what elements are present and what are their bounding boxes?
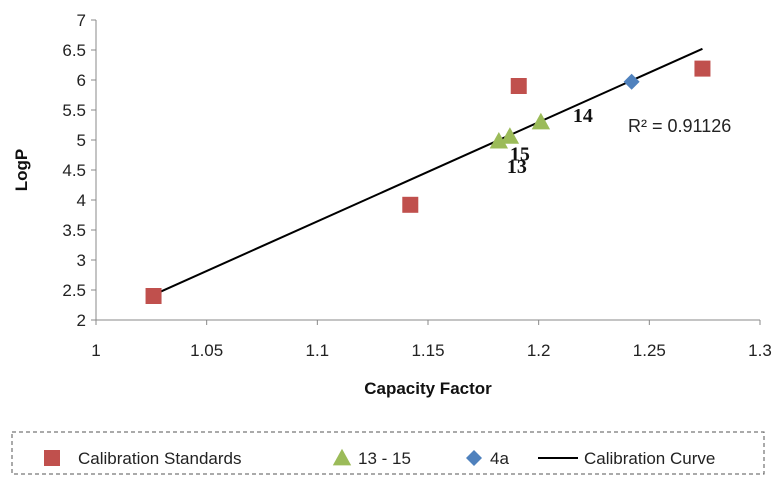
x-tick-label: 1.15 [411, 341, 444, 360]
y-tick-label: 3.5 [62, 221, 86, 240]
legend-label: Calibration Standards [78, 449, 241, 468]
y-tick-label: 2 [77, 311, 86, 330]
x-tick-label: 1.05 [190, 341, 223, 360]
y-axis-title: LogP [12, 149, 31, 192]
point-label-14: 14 [573, 105, 593, 127]
x-tick-label: 1 [91, 341, 100, 360]
y-tick-label: 4 [77, 191, 86, 210]
compound-13-15-point [500, 127, 520, 144]
legend-symbol-diamond [466, 450, 482, 466]
legend-box [11, 431, 765, 475]
axes [91, 19, 761, 325]
calibration-standard-point [510, 78, 527, 94]
y-tick-label: 2.5 [62, 281, 86, 300]
calibration-curve-line [153, 47, 703, 296]
x-tick-label: 1.2 [527, 341, 551, 360]
legend-symbol-triangle [332, 448, 352, 466]
legend: Calibration Standards 13 - 15 4a Calibratio… [44, 448, 715, 468]
legend-label: Calibration Curve [584, 449, 715, 468]
x-tick-label: 1.3 [748, 341, 772, 360]
y-tick-label: 6 [77, 71, 86, 90]
legend-label: 13 - 15 [358, 449, 411, 468]
x-tick-label: 1.25 [633, 341, 666, 360]
tick-labels: 2 2.5 3 3.5 4 4.5 5 5.5 6 6.5 7 1 1.05 1.1 1.15 1.2 1.25… [62, 11, 771, 360]
point-label-15: 15 [510, 143, 530, 165]
r-squared-annotation: R² = 0.91126 [628, 116, 731, 136]
compound-13-15-point [489, 132, 509, 149]
y-tick-label: 5 [77, 131, 86, 150]
y-tick-label: 6.5 [62, 41, 86, 60]
y-tick-label: 7 [77, 11, 86, 30]
calibration-standard-point [694, 60, 711, 77]
compound-4a-point [623, 73, 640, 90]
calibration-standard-point [145, 288, 162, 304]
legend-label: 4a [490, 449, 509, 468]
calibration-standard-point [402, 196, 419, 213]
point-label-13: 13 [507, 156, 527, 178]
x-tick-label: 1.1 [306, 341, 330, 360]
legend-symbol-square [44, 450, 60, 466]
data-marks [145, 47, 711, 304]
x-axis-title: Capacity Factor [364, 379, 492, 398]
y-tick-label: 3 [77, 251, 86, 270]
y-tick-label: 4.5 [62, 161, 86, 180]
compound-13-15-point [531, 112, 551, 130]
y-tick-label: 5.5 [62, 101, 86, 120]
